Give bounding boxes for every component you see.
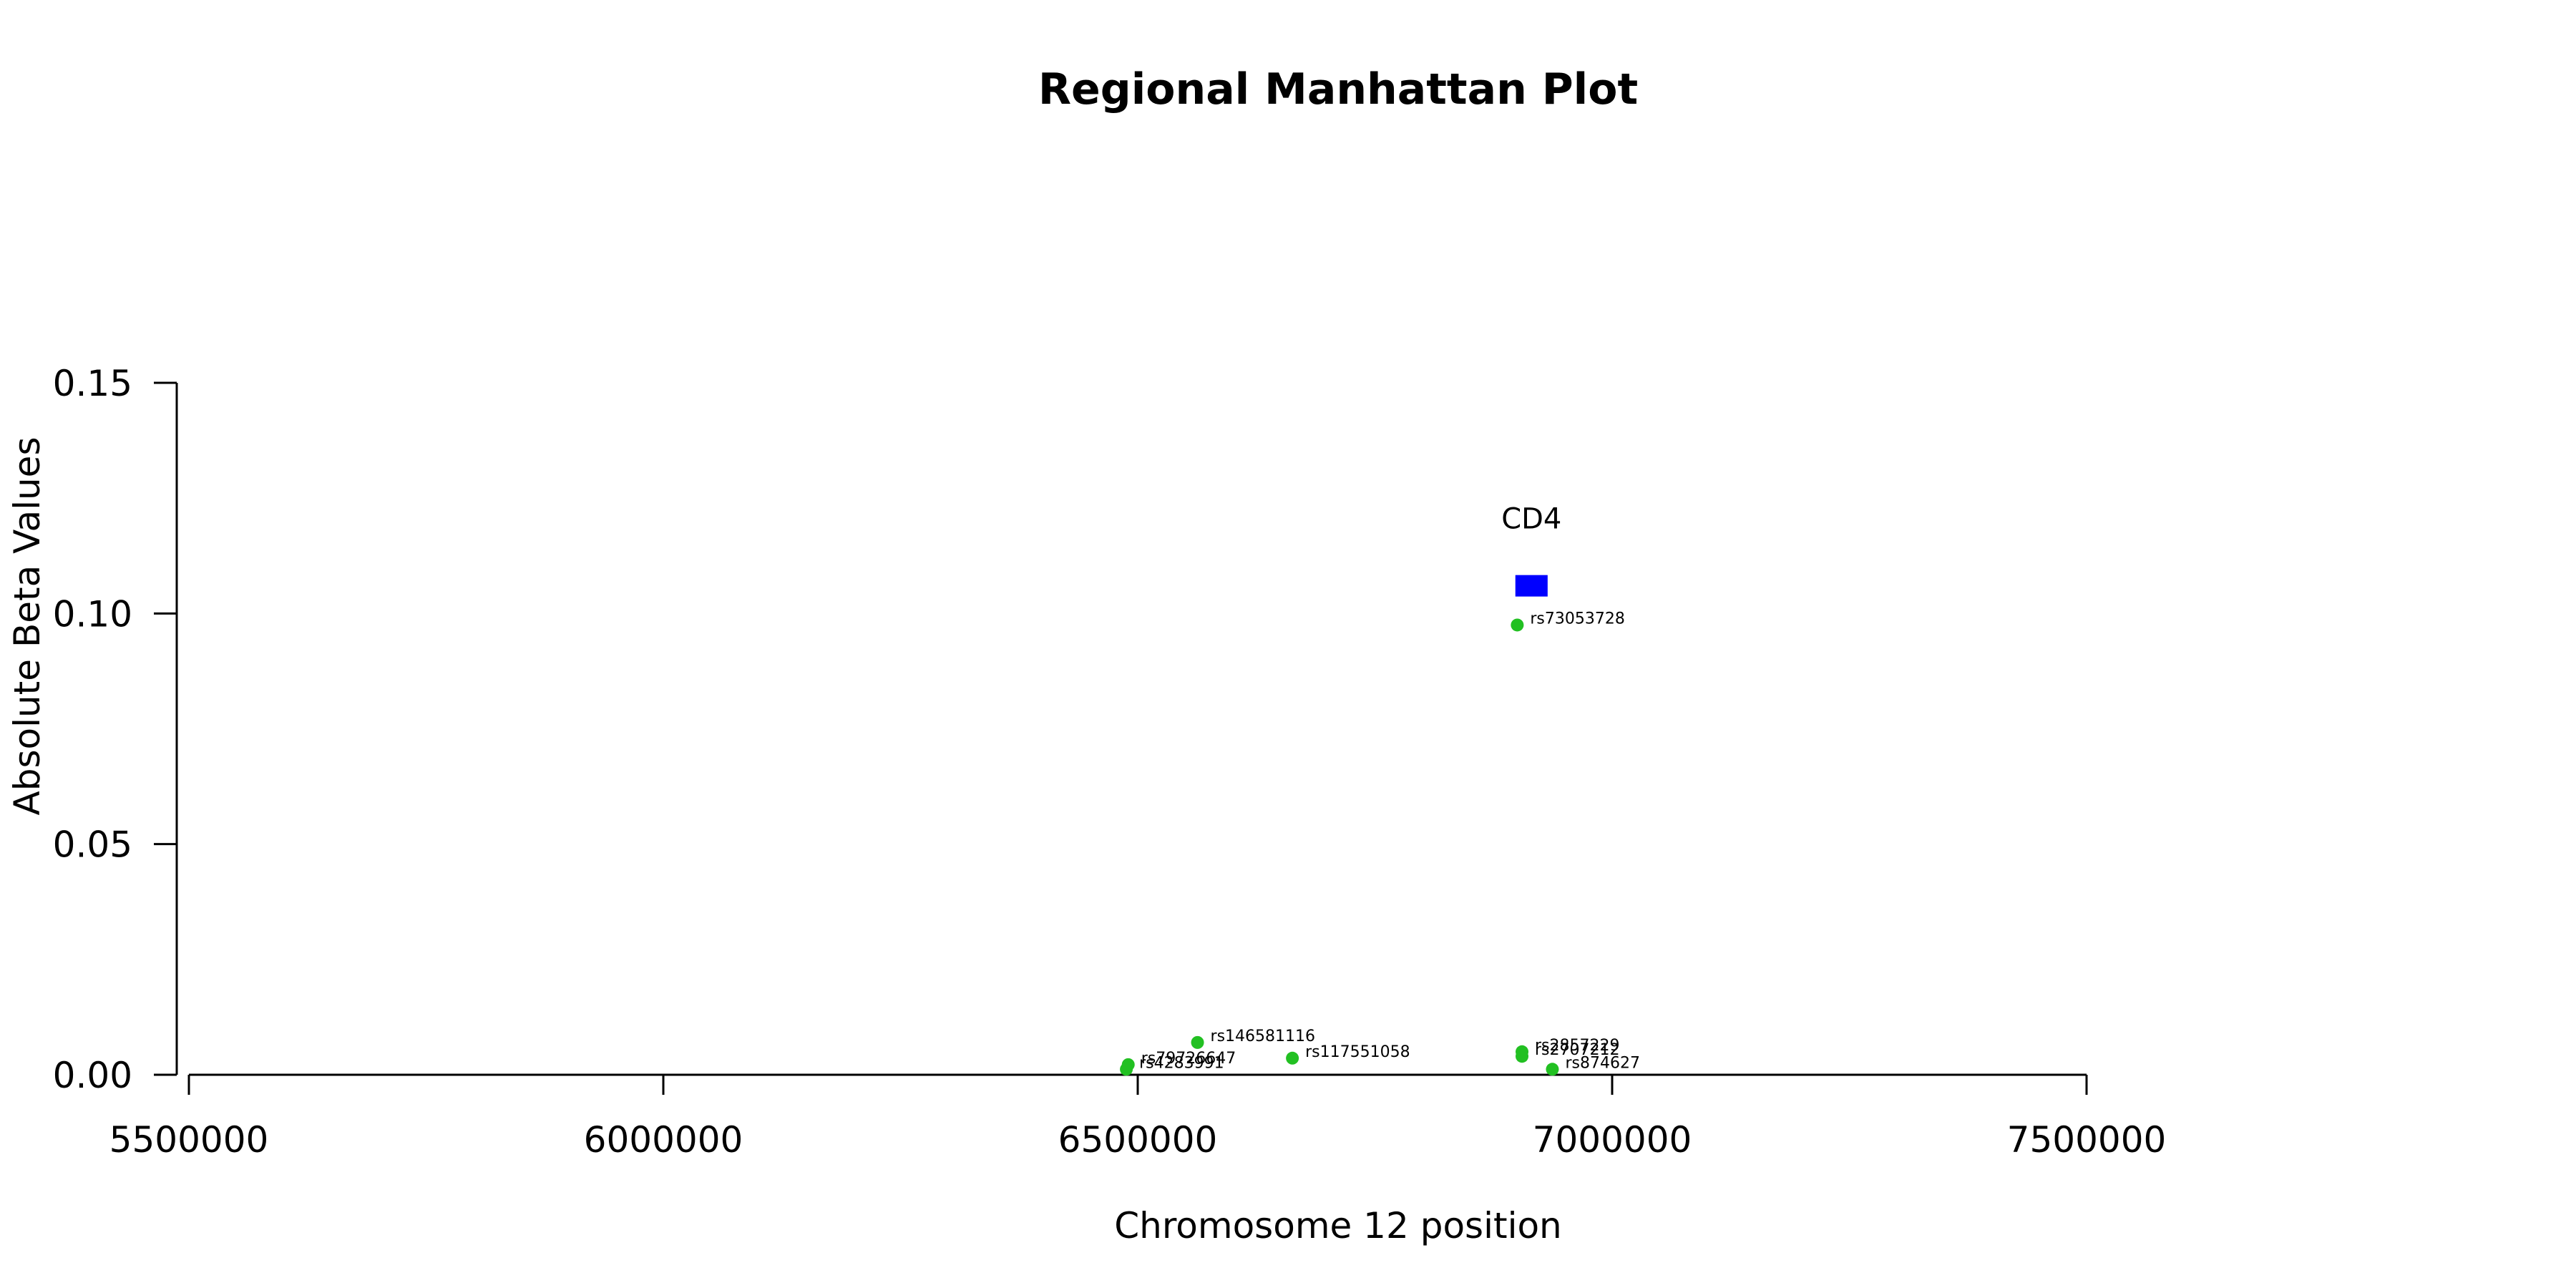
snp-point [1286, 1051, 1299, 1065]
snp-point [1546, 1063, 1559, 1076]
snp-point [1120, 1063, 1133, 1076]
snp-label: rs117551058 [1305, 1043, 1410, 1061]
chart-title: Regional Manhattan Plot [1038, 64, 1638, 114]
gene-rect [1515, 575, 1548, 597]
gene-label: CD4 [1501, 503, 1561, 536]
y-tick-label: 0.05 [53, 824, 132, 866]
y-tick-label: 0.10 [53, 593, 132, 635]
y-axis-label: Absolute Beta Values [6, 437, 48, 816]
x-tick-label: 7500000 [2007, 1119, 2167, 1161]
snp-point [1516, 1050, 1529, 1063]
snp-label: rs4283991 [1139, 1054, 1224, 1072]
snp-label: rs2857229 [1535, 1037, 1620, 1055]
snp-label: rs874627 [1565, 1054, 1640, 1072]
snp-label: rs2707212 [1535, 1041, 1620, 1059]
x-axis-label: Chromosome 12 position [1114, 1205, 1562, 1246]
y-tick-label: 0.15 [53, 363, 132, 404]
genes-layer: CD4 [1501, 503, 1561, 597]
snp-point [1191, 1035, 1204, 1049]
snp-label: rs79726647 [1141, 1050, 1236, 1068]
x-tick-label: 6000000 [584, 1119, 743, 1161]
y-axis: 0.00 0.05 0.10 0.15 [53, 363, 178, 1096]
snp-label: rs146581116 [1211, 1028, 1315, 1045]
y-tick-label: 0.00 [53, 1055, 132, 1096]
x-tick-label: 6500000 [1058, 1119, 1218, 1161]
snp-label: rs73053728 [1530, 610, 1624, 628]
x-tick-label: 7000000 [1533, 1119, 1692, 1161]
x-tick-label: 5500000 [109, 1119, 269, 1161]
x-axis: 5500000 6000000 6500000 7000000 7500000 [109, 1073, 2167, 1161]
snp-point [1511, 618, 1524, 632]
